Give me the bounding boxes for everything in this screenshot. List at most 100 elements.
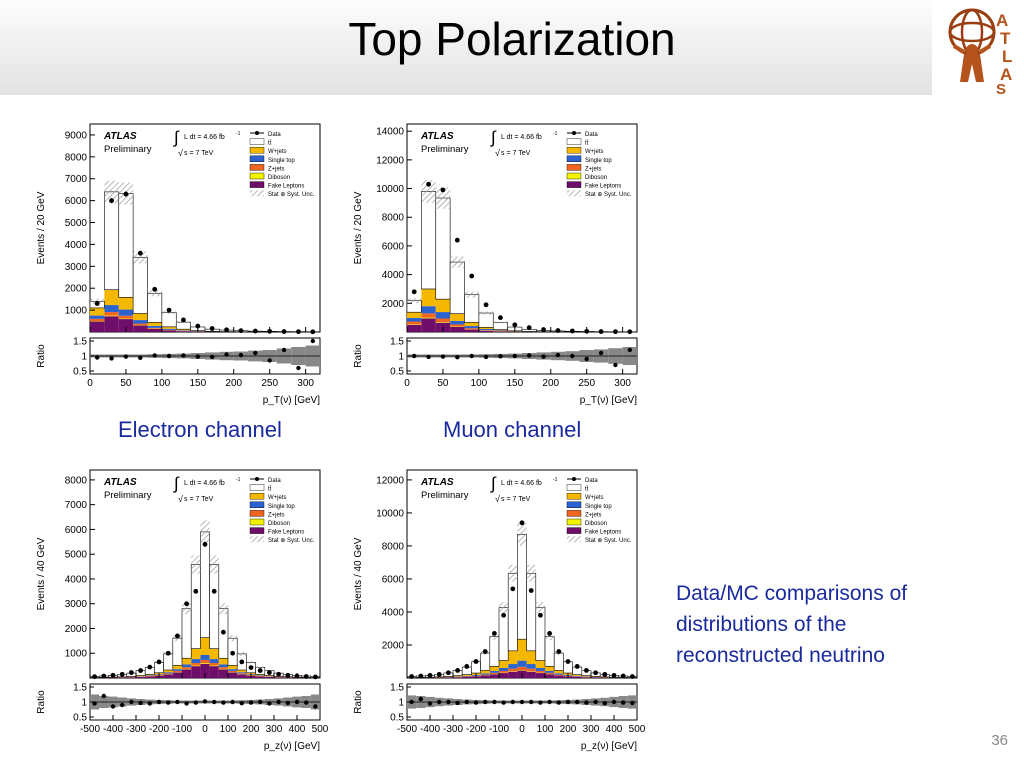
stack-bar <box>118 315 134 319</box>
legend-swatch <box>566 155 582 162</box>
data-point <box>202 541 208 547</box>
ratio-point <box>526 353 532 358</box>
ratio-point <box>147 701 152 706</box>
y-axis-label: Events / 40 GeV <box>353 537 364 610</box>
x-tick-label: 0 <box>404 378 410 389</box>
stack-bar <box>517 534 527 640</box>
data-point <box>257 668 263 673</box>
x-tick-label: 200 <box>225 378 242 389</box>
y-tick-label: 8000 <box>65 152 88 163</box>
ratio-point <box>498 354 503 359</box>
data-point <box>193 588 199 594</box>
energy-label: s = 7 TeV <box>184 496 214 503</box>
data-point <box>498 315 503 321</box>
y-tick-label: 10000 <box>376 184 404 195</box>
atlas-label: ATLAS <box>420 477 454 488</box>
ratio-tick-label: 0.5 <box>73 713 87 724</box>
stack-bar <box>145 676 155 678</box>
data-point <box>418 673 424 679</box>
lumi-label: L dt = 4.66 fb <box>501 134 542 141</box>
stack-bar <box>581 677 591 678</box>
legend-entry: Z+jets <box>268 166 285 172</box>
stack-bar <box>104 312 119 316</box>
ratio-tick-label: 0.5 <box>73 367 87 378</box>
stack-bar <box>526 664 536 669</box>
stack-bar <box>407 324 422 332</box>
y-tick-label: 4000 <box>382 607 405 618</box>
legend-entry: Fake Leptons <box>585 184 621 190</box>
x-tick-label: -100 <box>489 724 509 735</box>
data-point <box>469 273 475 279</box>
stack-bar <box>209 648 219 660</box>
legend-swatch <box>566 518 582 526</box>
stack-bar <box>163 673 173 675</box>
legend-swatch <box>566 527 582 534</box>
stack-bar <box>535 673 545 678</box>
sqrt-sign: √ <box>178 494 183 504</box>
stack-bar <box>191 665 201 667</box>
data-point <box>598 329 604 334</box>
caption-muon: Muon channel <box>443 417 582 442</box>
y-tick-label: 3000 <box>65 599 88 610</box>
sqrt-sign: √ <box>495 494 500 504</box>
stack-bar <box>147 322 162 326</box>
legend-entry: Single top <box>268 504 295 510</box>
stack-bar <box>200 654 210 660</box>
stack-bar <box>407 317 422 322</box>
lumi-exponent: -1 <box>236 131 241 137</box>
stack-bar <box>517 660 527 667</box>
data-point <box>230 650 236 656</box>
x-axis-label: p_T(ν) [GeV] <box>580 395 637 406</box>
data-point <box>483 302 489 308</box>
legend-entry: Z+jets <box>268 512 285 518</box>
ratio-point <box>120 702 125 708</box>
ratio-point <box>455 355 460 360</box>
lumi-label: L dt = 4.66 fb <box>184 134 225 141</box>
ratio-point <box>483 699 488 705</box>
legend-swatch <box>249 172 265 180</box>
legend-swatch <box>566 172 582 180</box>
data-point <box>267 670 272 675</box>
integral-sign: ∫ <box>173 474 180 493</box>
legend-swatch <box>249 181 265 188</box>
legend-entry: Stat ⊕ Syst. Unc. <box>268 192 315 198</box>
stack-bar <box>176 330 191 331</box>
stack-bar <box>182 669 192 678</box>
legend-swatch <box>249 510 265 517</box>
stack-bar <box>264 676 274 678</box>
legend-entry: Data <box>268 478 281 484</box>
legend-swatch <box>249 147 265 154</box>
x-tick-label: 400 <box>606 724 623 735</box>
uncertainty-band <box>237 651 247 656</box>
ratio-point <box>512 353 518 359</box>
legend-entry: Stat ⊕ Syst. Unc. <box>268 538 315 544</box>
ratio-tick-label: 1 <box>81 698 87 709</box>
data-point <box>238 328 244 334</box>
stack-bar <box>554 674 564 676</box>
y-axis-label: Events / 20 GeV <box>36 191 47 264</box>
x-tick-label: 400 <box>289 724 306 735</box>
data-point <box>92 674 97 680</box>
stack-bar <box>147 292 163 323</box>
x-tick-label: 500 <box>629 724 646 735</box>
data-point <box>252 328 258 334</box>
ratio-point <box>602 701 607 706</box>
stack-bar <box>126 677 136 678</box>
y-tick-label: 10000 <box>376 508 404 519</box>
uncertainty-band <box>535 602 545 614</box>
x-tick-label: 200 <box>243 724 260 735</box>
ratio-point <box>221 700 226 705</box>
stack-bar <box>255 674 265 676</box>
stack-bar <box>435 322 451 323</box>
legend-swatch <box>249 493 265 500</box>
stack-bar <box>499 660 509 668</box>
ratio-point <box>239 701 244 706</box>
stack-bar <box>200 659 210 664</box>
energy-label: s = 7 TeV <box>184 150 214 157</box>
integral-sign: ∫ <box>173 128 180 147</box>
ratio-axis-label: Ratio <box>353 344 364 368</box>
legend-entry: Diboson <box>585 521 607 527</box>
stack-bar <box>228 665 238 670</box>
stack-bar <box>147 325 162 328</box>
legend-entry: Fake Leptons <box>268 184 304 190</box>
